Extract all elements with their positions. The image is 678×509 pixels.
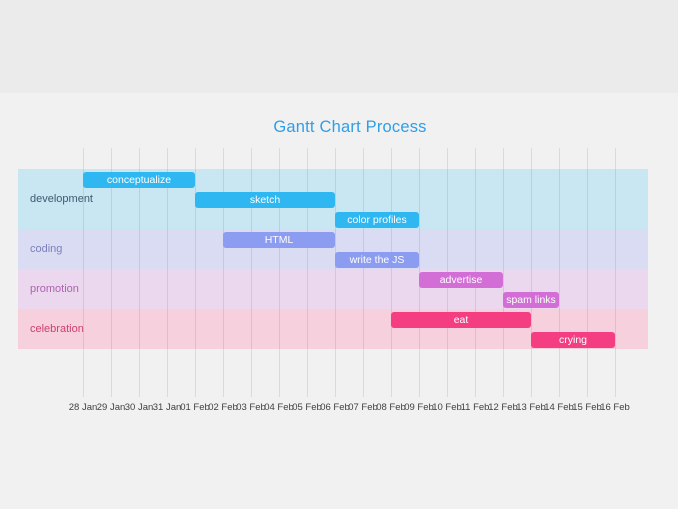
task-bar-html[interactable]: HTML (223, 232, 335, 248)
gridline-06-feb (335, 148, 336, 397)
task-bar-write-the-js[interactable]: write the JS (335, 252, 419, 268)
axis-tick-16-feb: 16 Feb (600, 402, 630, 413)
row-label-promotion: promotion (30, 283, 79, 295)
axis-tick-31-jan: 31 Jan (152, 402, 182, 413)
gridline-01-feb (195, 148, 196, 397)
axis-tick-13-feb: 13 Feb (516, 402, 546, 413)
task-bar-advertise[interactable]: advertise (419, 272, 503, 288)
chart-title: Gantt Chart Process (273, 118, 427, 136)
axis-tick-05-feb: 05 Feb (292, 402, 322, 413)
gridline-16-feb (615, 148, 616, 397)
gridline-08-feb (391, 148, 392, 397)
task-bar-color-profiles[interactable]: color profiles (335, 212, 419, 228)
axis-tick-29-jan: 29 Jan (96, 402, 126, 413)
axis-tick-08-feb: 08 Feb (376, 402, 406, 413)
row-label-celebration: celebration (30, 323, 84, 335)
gridline-13-feb (531, 148, 532, 397)
axis-tick-03-feb: 03 Feb (236, 402, 266, 413)
gridline-07-feb (363, 148, 364, 397)
row-label-coding: coding (30, 243, 63, 255)
axis-tick-15-feb: 15 Feb (572, 402, 602, 413)
axis-tick-30-jan: 30 Jan (124, 402, 154, 413)
header-strip (0, 0, 678, 93)
axis-tick-02-feb: 02 Feb (208, 402, 238, 413)
axis-tick-11-feb: 11 Feb (460, 402, 490, 413)
gridline-04-feb (279, 148, 280, 397)
axis-tick-10-feb: 10 Feb (432, 402, 462, 413)
axis-tick-06-feb: 06 Feb (320, 402, 350, 413)
gridline-05-feb (307, 148, 308, 397)
task-bar-crying[interactable]: crying (531, 332, 615, 348)
axis-tick-14-feb: 14 Feb (544, 402, 574, 413)
task-bar-eat[interactable]: eat (391, 312, 531, 328)
axis-tick-04-feb: 04 Feb (264, 402, 294, 413)
task-bar-spam-links[interactable]: spam links (503, 292, 559, 308)
gridline-03-feb (251, 148, 252, 397)
gridline-15-feb (587, 148, 588, 397)
row-label-development: development (30, 193, 93, 205)
axis-tick-07-feb: 07 Feb (348, 402, 378, 413)
gridline-12-feb (503, 148, 504, 397)
gridline-30-jan (139, 148, 140, 397)
gridline-31-jan (167, 148, 168, 397)
task-bar-sketch[interactable]: sketch (195, 192, 335, 208)
gridline-02-feb (223, 148, 224, 397)
task-bar-conceptualize[interactable]: conceptualize (83, 172, 195, 188)
gridline-29-jan (111, 148, 112, 397)
gridline-14-feb (559, 148, 560, 397)
axis-tick-09-feb: 09 Feb (404, 402, 434, 413)
axis-tick-01-feb: 01 Feb (180, 402, 210, 413)
gridline-28-jan (83, 148, 84, 397)
axis-tick-12-feb: 12 Feb (488, 402, 518, 413)
axis-tick-28-jan: 28 Jan (68, 402, 98, 413)
